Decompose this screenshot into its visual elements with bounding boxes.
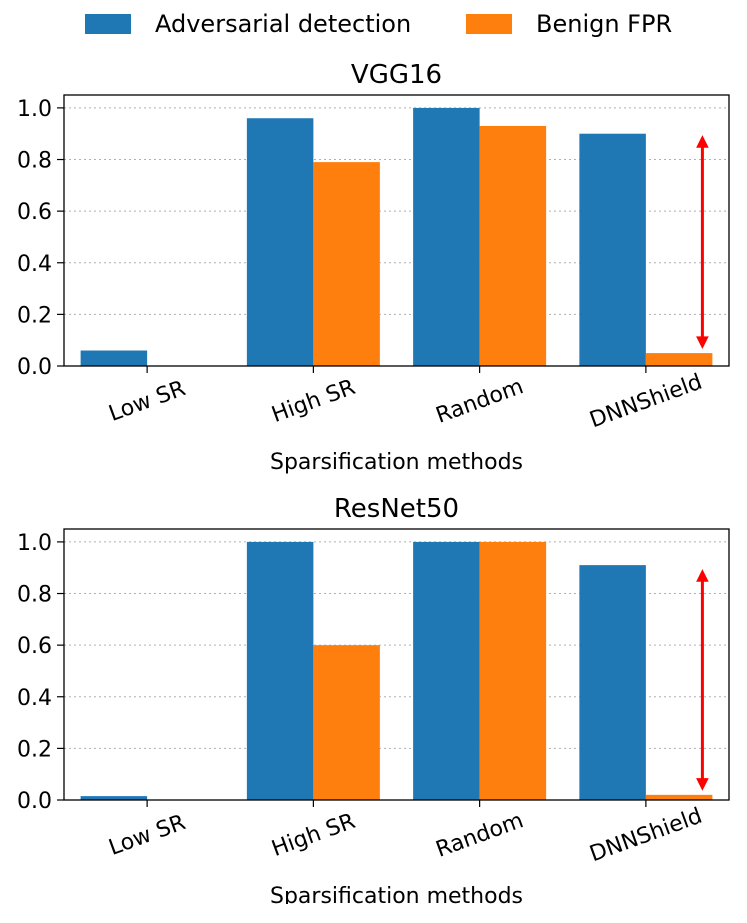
legend: Adversarial detection Benign FPR (0, 0, 747, 48)
chart-resnet50: ResNet50 0.0 0.2 0.4 0.6 0.8 1.0 Low SR High SR R… (17, 494, 730, 904)
x-axis-label: Sparsification methods (270, 450, 523, 475)
y-tick-label: 0.6 (17, 200, 52, 225)
bar-adversarial-detection-high-sr (246, 118, 314, 366)
chart-vgg16: VGG16 0.0 0.2 0.4 0.6 0.8 1.0 Low SR High SR Rand… (17, 60, 730, 475)
y-tick-label: 0.2 (17, 737, 52, 762)
legend-swatch-benign-fpr (466, 14, 512, 34)
x-axis-label: Sparsification methods (270, 884, 523, 904)
plot-frame (63, 528, 730, 801)
legend-label-adversarial-detection: Adversarial detection (155, 10, 412, 38)
x-tick-label-dnnshield: DNNShield (587, 370, 706, 434)
y-tick-label: 0.0 (17, 355, 52, 380)
y-tick-label: 0.8 (17, 149, 52, 174)
y-tick-label: 0.0 (17, 789, 52, 814)
x-tick-label-random: Random (433, 808, 527, 863)
y-tick-label: 1.0 (17, 531, 52, 556)
bar-benign-fpr-high-sr (313, 162, 380, 366)
bar-adversarial-detection-dnnshield (579, 565, 646, 800)
arrow-head-top (696, 135, 709, 148)
annotation-double-arrow (696, 569, 709, 791)
x-tick-label-dnnshield: DNNShield (587, 804, 706, 868)
bar-benign-fpr-dnnshield (645, 353, 713, 366)
x-tick-label-low-sr: Low SR (106, 376, 189, 427)
y-tick-label: 0.6 (17, 634, 52, 659)
arrow-head-bottom (696, 778, 709, 791)
annotation-double-arrow (696, 135, 709, 350)
bar-adversarial-detection-low-sr (80, 350, 148, 366)
bar-adversarial-detection-random (413, 541, 480, 800)
arrow-head-bottom (696, 336, 709, 350)
bar-adversarial-detection-random (413, 107, 480, 367)
plot-frame (63, 94, 730, 367)
legend-label-benign-fpr: Benign FPR (536, 10, 673, 38)
x-tick-label-high-sr: High SR (268, 809, 358, 862)
y-tick-label: 0.2 (17, 303, 52, 328)
bar-benign-fpr-random (479, 125, 547, 366)
bar-benign-fpr-random (479, 541, 547, 800)
legend-item-adversarial-detection: Adversarial detection (85, 10, 411, 38)
bar-adversarial-detection-dnnshield (579, 133, 646, 366)
x-tick-label-random: Random (433, 374, 527, 429)
bar-benign-fpr-dnnshield (645, 794, 713, 800)
y-tick-label: 1.0 (17, 97, 52, 122)
y-tick-label: 0.4 (17, 252, 52, 277)
x-tick-label-low-sr: Low SR (106, 810, 189, 861)
chart-title: ResNet50 (334, 494, 459, 524)
legend-item-benign-fpr: Benign FPR (466, 10, 672, 38)
y-tick-label: 0.8 (17, 583, 52, 608)
arrow-head-top (696, 569, 709, 582)
y-tick-label: 0.4 (17, 686, 52, 711)
legend-swatch-adversarial-detection (85, 14, 131, 34)
chart-title: VGG16 (351, 60, 442, 90)
bar-adversarial-detection-low-sr (80, 796, 148, 800)
bar-adversarial-detection-high-sr (246, 541, 314, 800)
bar-benign-fpr-high-sr (313, 645, 380, 800)
x-tick-label-high-sr: High SR (268, 375, 358, 428)
